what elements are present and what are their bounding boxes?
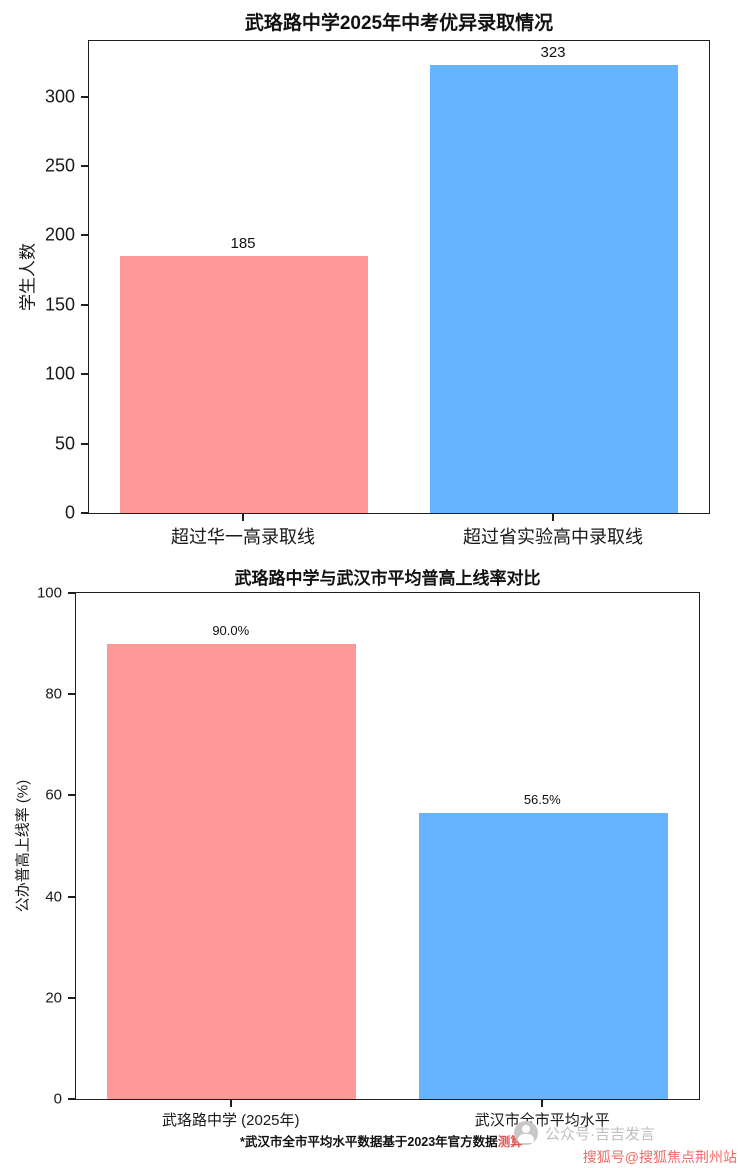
x-tick-mark <box>552 514 554 521</box>
y-tick-mark <box>68 794 75 797</box>
chart-rate-comparison: 武珞路中学与武汉市平均普高上线率对比 公办普高上线率 (%) 0 20 40 60 80… <box>0 556 740 1129</box>
y-tick-label: 100 <box>36 584 62 602</box>
y-tick-mark <box>68 592 75 594</box>
y-tick-label: 20 <box>45 989 62 1007</box>
sohu-watermark: 搜狐号@搜狐焦点荆州站 <box>582 1149 737 1165</box>
x-tick-mark <box>242 514 244 521</box>
y-tick-label: 150 <box>44 294 75 315</box>
bar-value-label: 90.0% <box>212 622 250 638</box>
y-tick-label: 40 <box>45 888 62 906</box>
y-tick-label: 250 <box>44 155 75 176</box>
bar <box>430 64 678 513</box>
account-watermark-label: 公众号·吉吉发言 <box>545 1125 655 1143</box>
y-tick-mark <box>81 373 88 376</box>
y-tick-mark <box>81 234 88 237</box>
chart-title: 武珞路中学与武汉市平均普高上线率对比 <box>234 569 541 588</box>
bar-value-label: 56.5% <box>523 792 561 808</box>
y-tick-mark <box>81 164 88 167</box>
x-tick-label: 武汉市全市平均水平 <box>474 1112 610 1129</box>
y-tick-label: 50 <box>54 433 75 454</box>
plot-area <box>88 40 710 514</box>
chart-title: 武珞路中学2025年中考优异录取情况 <box>244 13 554 34</box>
bar <box>120 256 368 513</box>
y-tick-mark <box>68 693 75 696</box>
x-tick-mark <box>541 1100 544 1107</box>
bar-value-label: 323 <box>540 43 566 61</box>
bar <box>107 643 357 1099</box>
x-tick-label: 超过省实验高中录取线 <box>463 527 643 547</box>
y-tick-label: 80 <box>45 685 62 703</box>
y-tick-label: 60 <box>45 786 62 804</box>
x-tick-label: 武珞路中学 (2025年) <box>161 1112 300 1129</box>
chart-admissions: 武珞路中学2025年中考优异录取情况 学生人数 0 50 100 150 200 250 3… <box>0 0 740 556</box>
plot-area <box>75 592 700 1100</box>
y-tick-mark <box>68 996 75 999</box>
y-tick-mark <box>81 95 88 98</box>
y-tick-mark <box>81 303 88 306</box>
y-tick-label: 100 <box>44 363 75 384</box>
bar <box>418 813 668 1099</box>
y-tick-mark <box>68 895 75 898</box>
y-tick-mark <box>68 1098 75 1100</box>
y-tick-mark <box>81 512 88 514</box>
account-logo-icon <box>514 1121 538 1145</box>
footnote: *武汉市全市平均水平数据基于2023年官方数据测算 <box>240 1131 523 1150</box>
footnote-text: *武汉市全市平均水平数据基于2023年官方数据 <box>240 1135 498 1149</box>
y-tick-label: 0 <box>53 1090 62 1108</box>
y-tick-label: 300 <box>44 86 75 107</box>
x-tick-label: 超过华一高录取线 <box>171 527 315 547</box>
account-watermark: 公众号·吉吉发言 <box>514 1121 655 1145</box>
x-tick-mark <box>229 1100 232 1107</box>
y-tick-mark <box>81 442 88 445</box>
bar-value-label: 185 <box>230 235 256 253</box>
y-tick-label: 0 <box>64 502 75 523</box>
y-tick-label: 200 <box>44 224 75 245</box>
